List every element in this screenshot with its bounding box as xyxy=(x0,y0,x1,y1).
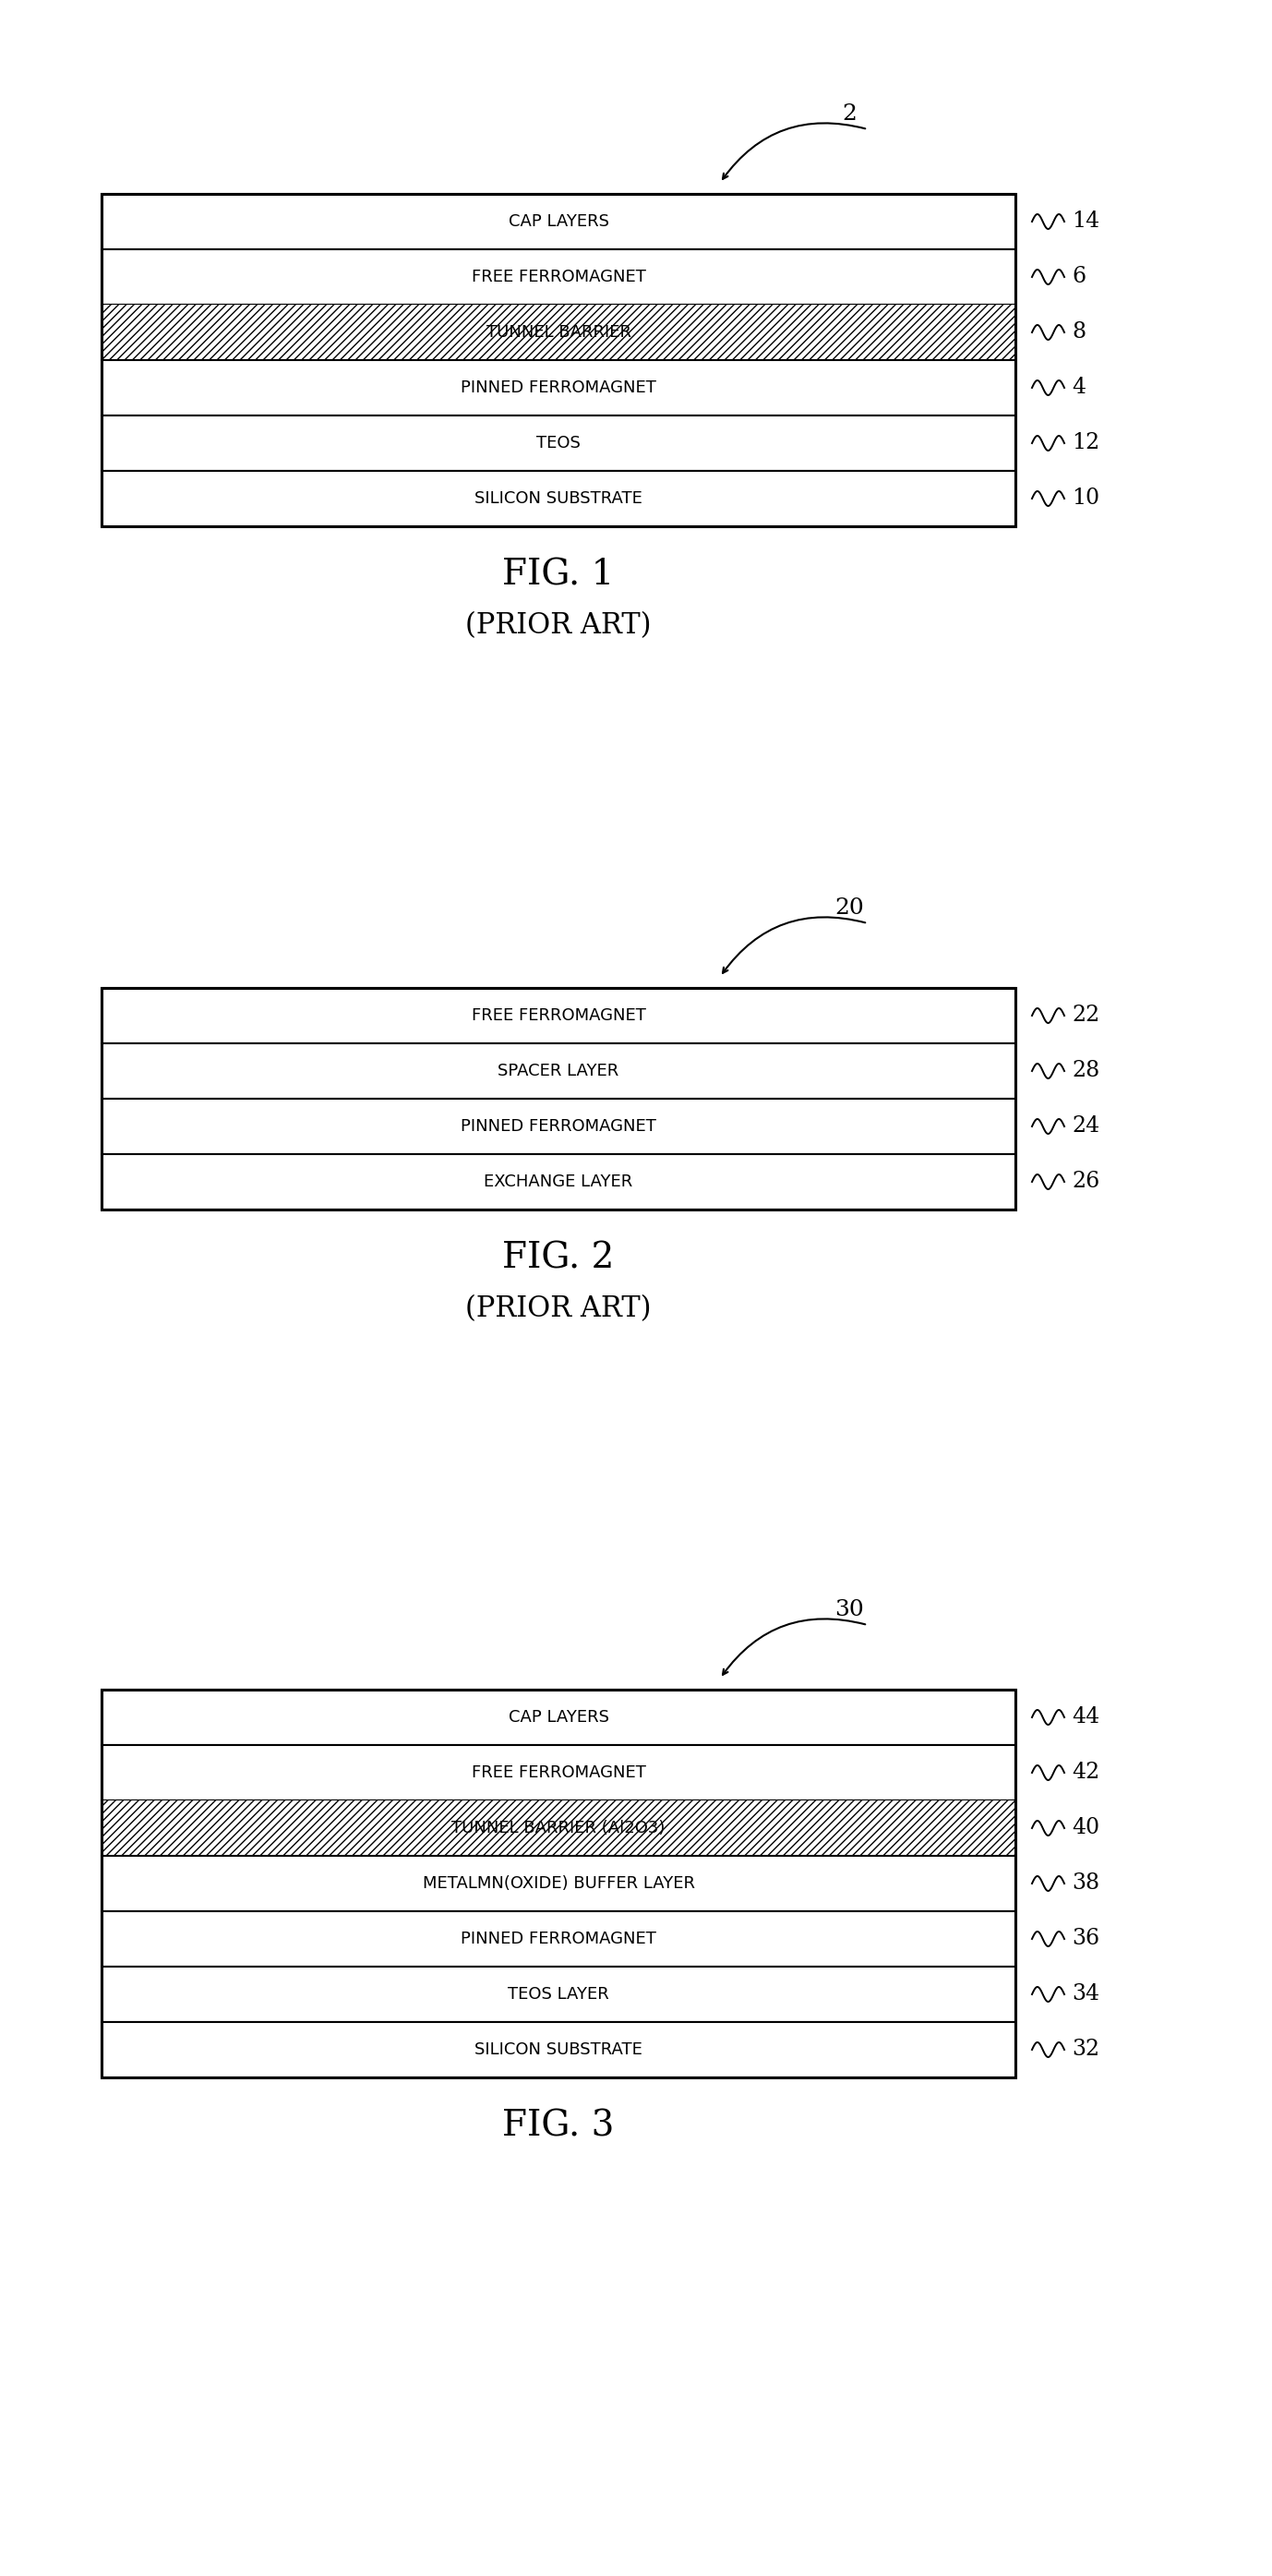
Text: PINNED FERROMAGNET: PINNED FERROMAGNET xyxy=(460,379,656,397)
Text: CAP LAYERS: CAP LAYERS xyxy=(508,214,609,229)
Text: SILICON SUBSTRATE: SILICON SUBSTRATE xyxy=(474,2040,642,2058)
Text: 20: 20 xyxy=(834,896,864,920)
Bar xyxy=(102,415,1015,471)
Text: FIG. 1: FIG. 1 xyxy=(502,559,614,592)
Text: CAP LAYERS: CAP LAYERS xyxy=(508,1708,609,1726)
Bar xyxy=(102,361,1015,415)
Bar xyxy=(102,1855,1015,1911)
Bar xyxy=(102,1965,1015,2022)
Text: FIG. 3: FIG. 3 xyxy=(502,2110,614,2143)
Text: 12: 12 xyxy=(1072,433,1099,453)
Bar xyxy=(102,193,1015,526)
Text: 14: 14 xyxy=(1072,211,1099,232)
Text: (PRIOR ART): (PRIOR ART) xyxy=(466,1296,651,1324)
Text: FREE FERROMAGNET: FREE FERROMAGNET xyxy=(472,268,646,286)
Text: PINNED FERROMAGNET: PINNED FERROMAGNET xyxy=(460,1929,656,1947)
Bar xyxy=(102,2022,1015,2076)
Bar xyxy=(102,471,1015,526)
Bar xyxy=(102,989,1015,1211)
Text: 2: 2 xyxy=(842,103,856,124)
Bar xyxy=(102,989,1015,1043)
Text: TUNNEL BARRIER: TUNNEL BARRIER xyxy=(486,325,631,340)
Bar xyxy=(102,250,1015,304)
Text: 30: 30 xyxy=(834,1600,864,1620)
Text: FREE FERROMAGNET: FREE FERROMAGNET xyxy=(472,1765,646,1780)
Bar xyxy=(102,1100,1015,1154)
Bar xyxy=(102,1154,1015,1211)
Text: 40: 40 xyxy=(1072,1819,1099,1839)
Text: 24: 24 xyxy=(1072,1115,1099,1136)
Text: 34: 34 xyxy=(1072,1984,1099,2004)
Text: 10: 10 xyxy=(1072,487,1099,510)
Text: PINNED FERROMAGNET: PINNED FERROMAGNET xyxy=(460,1118,656,1136)
Text: 26: 26 xyxy=(1072,1172,1099,1193)
Text: 4: 4 xyxy=(1072,376,1086,399)
Bar xyxy=(102,1043,1015,1100)
Text: 44: 44 xyxy=(1072,1708,1099,1728)
Bar xyxy=(102,1911,1015,1965)
Bar xyxy=(102,193,1015,250)
Text: 32: 32 xyxy=(1072,2040,1099,2061)
Text: (PRIOR ART): (PRIOR ART) xyxy=(466,611,651,639)
Text: 22: 22 xyxy=(1072,1005,1099,1025)
Text: SPACER LAYER: SPACER LAYER xyxy=(497,1064,619,1079)
Text: FREE FERROMAGNET: FREE FERROMAGNET xyxy=(472,1007,646,1023)
Text: FIG. 2: FIG. 2 xyxy=(502,1242,614,1275)
Bar xyxy=(102,1690,1015,1744)
Text: 36: 36 xyxy=(1072,1929,1099,1950)
Text: 8: 8 xyxy=(1072,322,1086,343)
Text: SILICON SUBSTRATE: SILICON SUBSTRATE xyxy=(474,489,642,507)
Bar xyxy=(102,1801,1015,1855)
Bar xyxy=(102,1690,1015,2076)
Bar xyxy=(102,304,1015,361)
Text: TUNNEL BARRIER (Al2O3): TUNNEL BARRIER (Al2O3) xyxy=(452,1819,665,1837)
Text: 6: 6 xyxy=(1072,265,1086,289)
Text: TEOS: TEOS xyxy=(537,435,580,451)
Bar xyxy=(102,304,1015,361)
Text: 42: 42 xyxy=(1072,1762,1099,1783)
Bar xyxy=(102,1744,1015,1801)
Bar xyxy=(102,1801,1015,1855)
Text: TEOS LAYER: TEOS LAYER xyxy=(508,1986,609,2002)
Text: 28: 28 xyxy=(1072,1061,1099,1082)
Text: EXCHANGE LAYER: EXCHANGE LAYER xyxy=(485,1175,633,1190)
Text: 38: 38 xyxy=(1072,1873,1099,1893)
Text: METALMN(OXIDE) BUFFER LAYER: METALMN(OXIDE) BUFFER LAYER xyxy=(422,1875,695,1891)
